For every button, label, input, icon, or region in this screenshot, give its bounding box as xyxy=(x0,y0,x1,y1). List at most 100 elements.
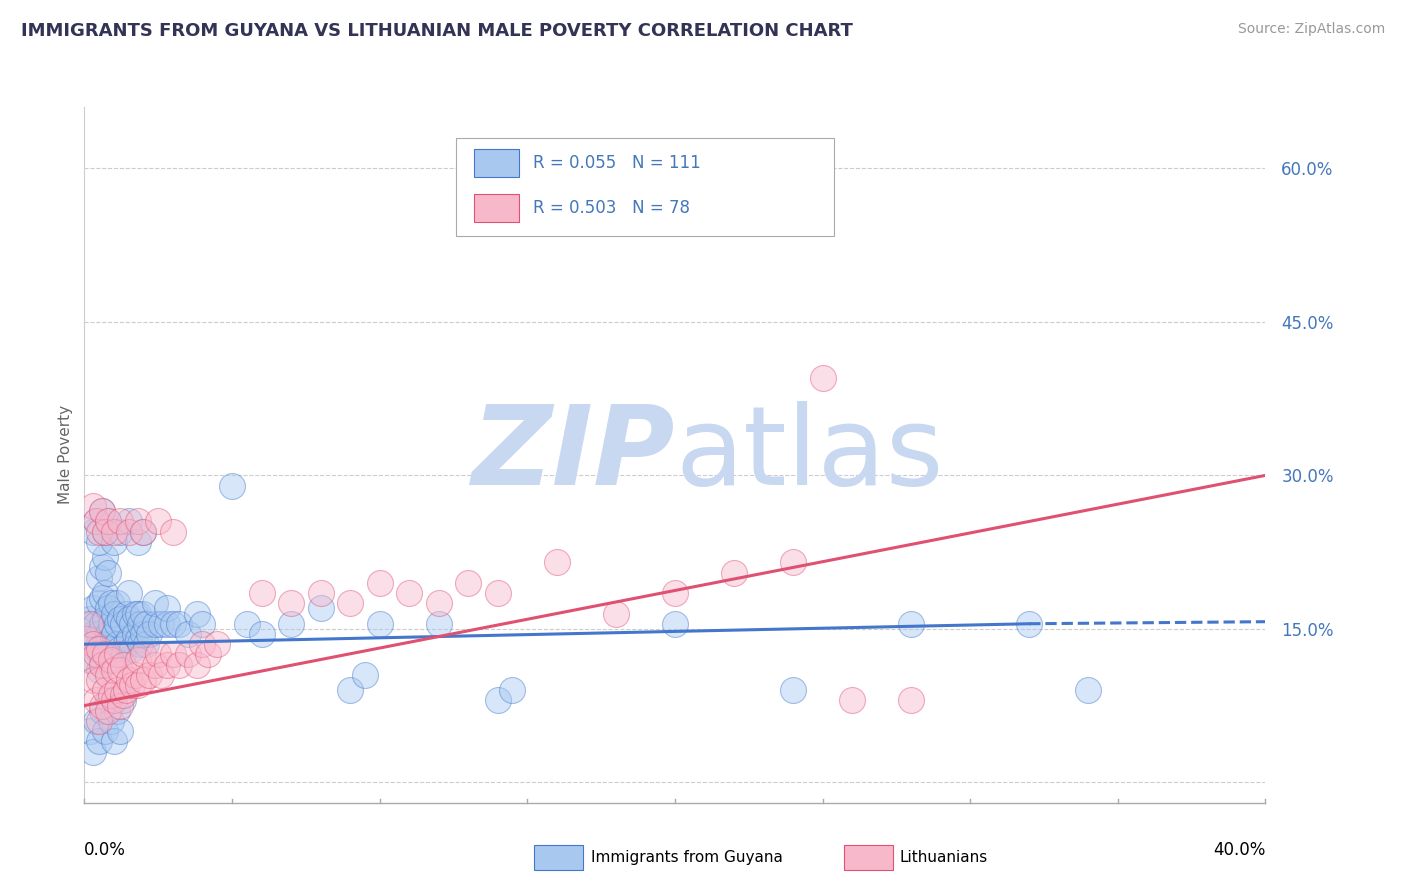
Point xyxy=(186,607,208,621)
Point xyxy=(105,648,128,662)
Point xyxy=(94,637,117,651)
Point xyxy=(124,627,146,641)
Point xyxy=(84,515,107,529)
Point xyxy=(105,683,128,698)
Point xyxy=(84,616,107,631)
Point xyxy=(97,601,120,615)
Point xyxy=(138,627,160,641)
Point xyxy=(135,637,157,651)
Point xyxy=(87,673,111,687)
Point xyxy=(108,663,131,677)
Point xyxy=(143,596,166,610)
Point xyxy=(79,652,101,666)
Point xyxy=(103,627,125,641)
Point xyxy=(103,524,125,539)
Point xyxy=(94,724,117,739)
Point xyxy=(111,693,134,707)
Point xyxy=(94,648,117,662)
Point xyxy=(309,586,332,600)
Point xyxy=(105,596,128,610)
Point xyxy=(94,683,117,698)
Point xyxy=(118,612,141,626)
Point xyxy=(91,652,114,666)
Point xyxy=(162,616,184,631)
Point xyxy=(94,612,117,626)
Point xyxy=(87,535,111,549)
Point xyxy=(132,673,155,687)
Point xyxy=(1077,683,1099,698)
Point xyxy=(97,566,120,580)
Point xyxy=(82,499,104,513)
Point xyxy=(108,642,131,657)
Point xyxy=(129,637,152,651)
Point xyxy=(167,616,190,631)
Point xyxy=(111,689,134,703)
Point xyxy=(124,668,146,682)
Point xyxy=(135,616,157,631)
Point xyxy=(186,657,208,672)
Point xyxy=(97,652,120,666)
Point xyxy=(118,673,141,687)
Point xyxy=(103,607,125,621)
Text: Lithuanians: Lithuanians xyxy=(900,850,988,864)
Point xyxy=(368,616,391,631)
Point xyxy=(76,632,98,646)
Point xyxy=(664,616,686,631)
Text: R = 0.503   N = 78: R = 0.503 N = 78 xyxy=(533,199,690,217)
Point xyxy=(79,724,101,739)
Point xyxy=(177,627,200,641)
Point xyxy=(138,668,160,682)
Point xyxy=(354,668,377,682)
Point xyxy=(100,652,122,666)
Point xyxy=(84,642,107,657)
Point xyxy=(97,627,120,641)
Point xyxy=(103,693,125,707)
Point xyxy=(114,607,136,621)
Point xyxy=(108,515,131,529)
Point xyxy=(91,657,114,672)
Point xyxy=(97,668,120,682)
Point xyxy=(127,678,149,692)
Point xyxy=(82,627,104,641)
Point xyxy=(150,616,173,631)
Point xyxy=(87,627,111,641)
Point xyxy=(368,575,391,590)
Point xyxy=(103,734,125,748)
Point xyxy=(782,683,804,698)
Point xyxy=(84,648,107,662)
Point xyxy=(501,683,523,698)
Point xyxy=(91,504,114,518)
Point xyxy=(143,657,166,672)
Point xyxy=(191,637,214,651)
Point xyxy=(82,745,104,759)
Point xyxy=(162,648,184,662)
Point xyxy=(114,683,136,698)
Point xyxy=(87,642,111,657)
Point xyxy=(127,515,149,529)
Point xyxy=(124,607,146,621)
Point xyxy=(191,616,214,631)
Point xyxy=(121,642,143,657)
Point xyxy=(132,524,155,539)
Point xyxy=(82,637,104,651)
Point xyxy=(129,616,152,631)
Point xyxy=(162,524,184,539)
Point xyxy=(156,657,179,672)
Point xyxy=(156,601,179,615)
Point xyxy=(205,637,228,651)
Point xyxy=(97,515,120,529)
Point xyxy=(457,575,479,590)
Point xyxy=(84,693,107,707)
Point xyxy=(87,571,111,585)
Point xyxy=(87,596,111,610)
Point xyxy=(148,648,170,662)
Point xyxy=(280,596,302,610)
Point xyxy=(723,566,745,580)
Point xyxy=(118,524,141,539)
Point xyxy=(79,632,101,646)
Point xyxy=(1018,616,1040,631)
Point xyxy=(82,673,104,687)
Point xyxy=(76,616,98,631)
Point xyxy=(132,648,155,662)
Point xyxy=(427,616,450,631)
